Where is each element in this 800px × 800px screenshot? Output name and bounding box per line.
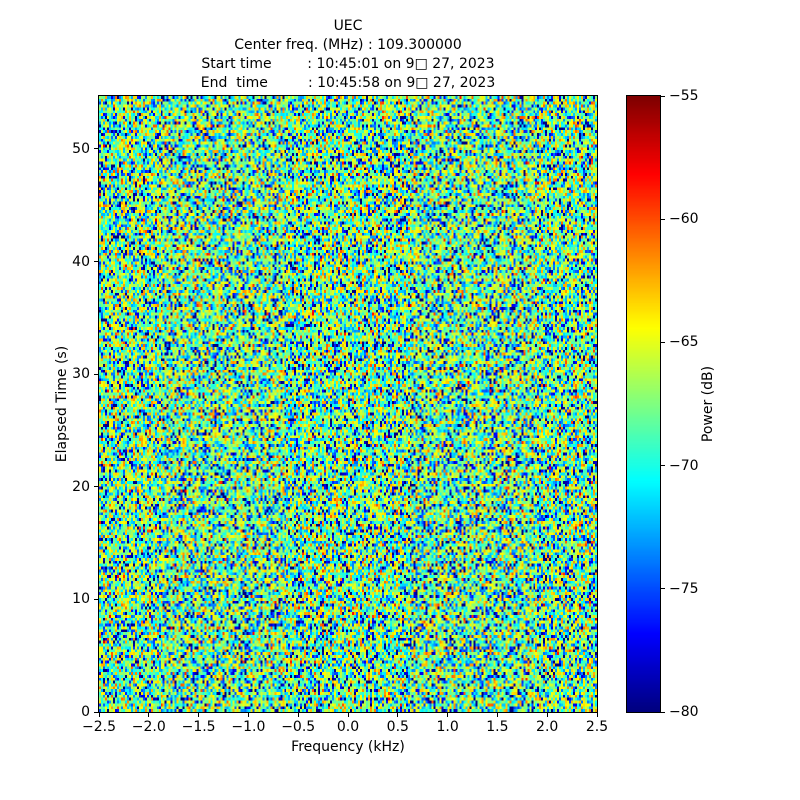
x-tick-label: 0.5	[386, 719, 409, 735]
info-line-center-freq: Center freq. (MHz) : 109.300000	[234, 37, 462, 53]
colorbar-tick-label: −60	[669, 211, 699, 228]
x-tick-mark	[98, 713, 100, 717]
colorbar-tick-label: −70	[669, 457, 699, 474]
x-axis-label: Frequency (kHz)	[291, 739, 405, 755]
y-tick-mark	[94, 373, 98, 375]
colorbar-tick-mark	[661, 341, 665, 343]
x-tick-mark	[148, 713, 150, 717]
colorbar-tick-mark	[661, 95, 665, 97]
colorbar-frame	[626, 95, 661, 713]
info-line-start-time: Start time : 10:45:01 on 9□ 27, 2023	[201, 56, 495, 72]
chart-title: UEC	[333, 18, 363, 34]
y-axis-label: Elapsed Time (s)	[54, 345, 70, 463]
x-tick-mark	[546, 713, 548, 717]
x-tick-mark	[347, 713, 349, 717]
y-tick-label: 40	[72, 253, 90, 270]
title-block: UEC Center freq. (MHz) : 109.300000 Star…	[99, 17, 597, 93]
x-tick-mark	[397, 713, 399, 717]
y-tick-mark	[94, 711, 98, 713]
spectrogram-canvas	[99, 96, 597, 712]
y-tick-mark	[94, 598, 98, 600]
y-tick-label: 50	[72, 140, 90, 157]
x-tick-label: −2.5	[82, 719, 116, 735]
x-tick-label: 1.5	[486, 719, 509, 735]
colorbar-tick-mark	[661, 588, 665, 590]
x-tick-label: −0.5	[281, 719, 316, 735]
colorbar-tick-mark	[661, 711, 665, 713]
y-tick-label: 20	[72, 478, 90, 495]
x-tick-label: −2.0	[131, 719, 166, 735]
colorbar-gradient	[627, 96, 660, 712]
y-tick-label: 10	[72, 591, 90, 608]
colorbar-tick-label: −55	[669, 88, 699, 104]
colorbar-tick-mark	[661, 465, 665, 467]
y-tick-mark	[94, 261, 98, 263]
x-tick-mark	[198, 713, 200, 717]
y-tick-label: 30	[72, 366, 90, 383]
x-tick-label: 2.5	[585, 719, 609, 735]
x-tick-mark	[247, 713, 249, 717]
x-tick-mark	[596, 713, 598, 717]
info-line-end-time: End time : 10:45:58 on 9□ 27, 2023	[200, 75, 496, 91]
y-tick-mark	[94, 148, 98, 150]
y-tick-mark	[94, 486, 98, 488]
x-tick-label: −1.5	[181, 719, 216, 735]
x-tick-mark	[496, 713, 498, 717]
x-tick-label: 1.0	[436, 719, 459, 735]
colorbar-label: Power (dB)	[700, 365, 716, 443]
colorbar-tick-mark	[661, 218, 665, 220]
colorbar-tick-label: −65	[669, 334, 699, 351]
x-tick-label: 0.0	[336, 719, 360, 735]
x-tick-mark	[297, 713, 299, 717]
colorbar-tick-label: −80	[669, 704, 699, 720]
y-tick-label: 0	[81, 704, 90, 720]
x-tick-label: −1.0	[231, 719, 266, 735]
colorbar-tick-label: −75	[669, 580, 699, 597]
plot-frame	[98, 95, 598, 713]
x-tick-mark	[447, 713, 449, 717]
x-tick-label: 2.0	[536, 719, 559, 735]
